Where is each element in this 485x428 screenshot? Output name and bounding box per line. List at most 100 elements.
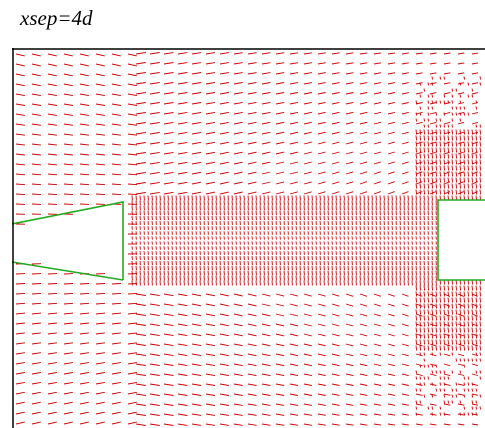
velocity-vector [16,333,25,334]
velocity-vector [472,89,473,92]
velocity-vector [206,354,215,356]
velocity-vector [468,95,469,98]
velocity-vector [318,314,326,316]
velocity-vector [416,136,417,141]
velocity-vector [112,412,121,414]
velocity-vector [360,63,367,64]
velocity-vector [448,136,449,141]
velocity-vector [290,53,298,54]
velocity-vector [430,314,436,316]
velocity-vector [290,172,298,174]
velocity-vector [206,152,215,154]
velocity-vector [220,384,229,386]
velocity-vector [318,324,326,326]
velocity-vector [480,395,481,398]
velocity-vector [220,53,229,54]
velocity-vector [424,298,425,303]
velocity-vector [428,316,429,321]
velocity-vector [136,153,146,155]
velocity-vector [436,334,437,339]
velocity-vector [96,64,105,66]
velocity-vector [444,178,445,183]
velocity-vector [178,142,187,144]
velocity-vector [456,172,457,177]
velocity-vector [480,292,481,297]
velocity-vector [374,102,381,104]
velocity-vector [420,142,421,147]
velocity-vector [480,407,481,410]
velocity-vector [248,142,257,144]
velocity-vector [32,323,41,324]
velocity-vector [440,298,441,303]
velocity-vector [374,334,381,336]
velocity-vector [402,404,409,405]
velocity-vector [468,359,469,362]
velocity-vector [64,323,73,324]
velocity-vector [436,286,437,291]
velocity-vector [452,286,453,291]
velocity-vector [128,343,137,344]
velocity-vector [444,130,445,135]
velocity-vector [428,310,429,315]
velocity-vector [430,53,437,54]
velocity-vector [420,365,421,368]
velocity-vector [472,73,478,74]
velocity-vector [234,172,243,174]
velocity-vector [430,344,436,346]
velocity-vector [424,154,425,159]
velocity-vector [234,152,243,154]
velocity-vector [374,414,381,415]
velocity-vector [48,412,57,414]
velocity-vector [464,413,465,416]
velocity-vector [448,125,449,128]
velocity-vector [178,344,187,346]
velocity-vector [262,162,270,164]
velocity-vector [96,363,105,364]
velocity-vector [206,162,215,164]
velocity-vector [304,354,312,356]
velocity-vector [456,154,457,159]
velocity-vector [290,112,298,114]
velocity-vector [96,412,105,414]
velocity-vector [136,173,146,175]
velocity-vector [164,122,174,124]
velocity-vector [262,93,270,95]
velocity-vector [206,404,215,406]
velocity-vector [476,353,477,356]
velocity-vector [456,346,457,351]
velocity-vector [402,324,409,326]
velocity-vector [476,286,477,291]
velocity-vector [16,184,25,185]
velocity-vector [460,346,461,351]
velocity-vector [96,154,105,155]
velocity-vector [96,194,105,195]
velocity-vector [416,298,417,303]
velocity-vector [64,343,73,344]
velocity-vector [458,394,464,395]
velocity-vector [440,340,441,345]
velocity-vector [374,304,381,306]
velocity-vector [458,424,464,425]
velocity-vector [402,73,409,74]
velocity-vector [420,107,421,110]
velocity-vector [374,394,381,395]
velocity-vector [428,154,429,159]
velocity-vector [464,160,465,165]
velocity-vector [440,184,441,189]
velocity-vector [220,132,229,134]
velocity-vector [476,316,477,321]
velocity-vector [206,344,215,346]
velocity-vector [128,293,137,294]
velocity-vector [420,178,421,183]
velocity-vector [436,310,437,315]
velocity-vector [452,142,453,147]
velocity-vector [472,394,478,395]
velocity-vector [420,377,421,380]
velocity-vector [440,190,441,195]
velocity-vector [432,371,433,374]
velocity-vector [452,166,453,171]
velocity-vector [448,316,449,321]
velocity-vector [290,132,298,134]
velocity-vector [444,125,445,128]
velocity-vector [436,154,437,159]
